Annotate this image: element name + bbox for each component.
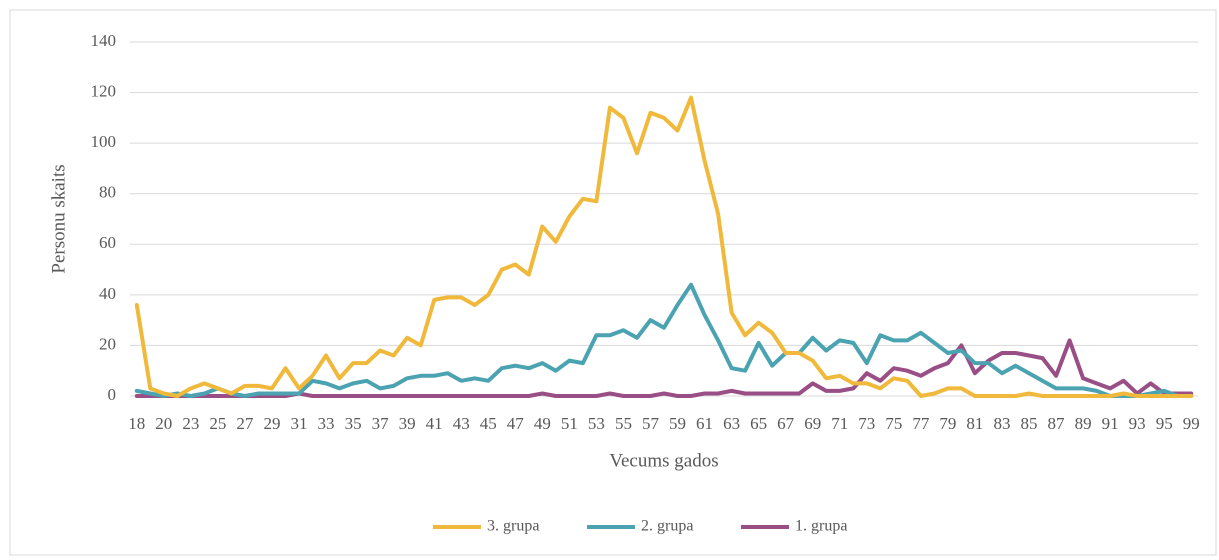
- y-tick-label: 120: [91, 81, 117, 100]
- x-tick-label: 75: [885, 414, 902, 433]
- y-tick-label: 0: [108, 385, 117, 404]
- x-tick-label: 71: [831, 414, 848, 433]
- x-tick-label: 55: [615, 414, 632, 433]
- series-line: [134, 282, 1194, 398]
- x-tick-label: 73: [858, 414, 875, 433]
- x-tick-label: 29: [263, 414, 280, 433]
- x-tick-label: 69: [804, 414, 821, 433]
- x-tick-label: 53: [588, 414, 605, 433]
- x-tick-label: 67: [777, 414, 795, 433]
- x-tick-label: 43: [453, 414, 470, 433]
- x-tick-label: 31: [290, 414, 307, 433]
- x-tick-label: 33: [318, 414, 335, 433]
- x-tick-label: 89: [1075, 414, 1092, 433]
- x-tick-label: 65: [750, 414, 767, 433]
- x-tick-label: 77: [912, 414, 930, 433]
- x-tick-label: 47: [507, 414, 525, 433]
- y-tick-label: 40: [99, 284, 116, 303]
- x-tick-label: 95: [1156, 414, 1173, 433]
- x-tick-label: 37: [372, 414, 390, 433]
- series-line: [134, 338, 1194, 398]
- x-tick-label: 87: [1048, 414, 1066, 433]
- legend-label: 2. grupa: [641, 518, 693, 535]
- x-tick-label: 83: [993, 414, 1010, 433]
- y-tick-label: 80: [99, 183, 116, 202]
- legend-label: 1. grupa: [795, 518, 847, 535]
- x-tick-label: 39: [399, 414, 416, 433]
- legend-label: 3. grupa: [487, 518, 539, 535]
- x-tick-label: 93: [1129, 414, 1146, 433]
- x-tick-label: 81: [966, 414, 983, 433]
- y-tick-label: 20: [99, 334, 116, 353]
- x-axis-title: Vecums gados: [609, 450, 718, 471]
- x-tick-label: 79: [939, 414, 956, 433]
- x-tick-label: 91: [1102, 414, 1119, 433]
- y-tick-label: 60: [99, 233, 116, 252]
- series-line: [134, 95, 1194, 398]
- y-tick-label: 100: [91, 132, 117, 151]
- x-tick-label: 61: [696, 414, 713, 433]
- y-tick-label: 140: [91, 31, 117, 50]
- x-tick-label: 23: [182, 414, 199, 433]
- x-tick-label: 49: [534, 414, 551, 433]
- x-tick-label: 27: [236, 414, 254, 433]
- x-tick-label: 35: [345, 414, 362, 433]
- x-tick-label: 18: [128, 414, 145, 433]
- y-axis-title: Personu skaits: [48, 164, 69, 273]
- x-tick-label: 45: [480, 414, 497, 433]
- x-tick-label: 57: [642, 414, 660, 433]
- chart-frame: [9, 9, 1217, 556]
- x-tick-label: 25: [209, 414, 226, 433]
- x-tick-label: 99: [1183, 414, 1200, 433]
- x-tick-label: 51: [561, 414, 578, 433]
- x-tick-label: 85: [1021, 414, 1038, 433]
- x-tick-label: 59: [669, 414, 686, 433]
- x-tick-label: 41: [426, 414, 443, 433]
- x-tick-label: 20: [155, 414, 172, 433]
- x-tick-label: 63: [723, 414, 740, 433]
